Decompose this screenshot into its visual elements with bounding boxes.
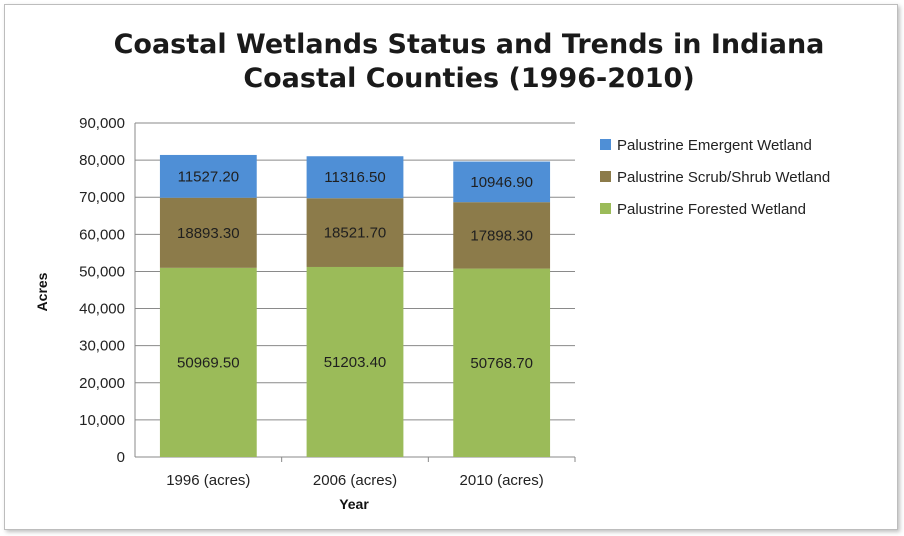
bar-segment <box>306 198 404 267</box>
legend: Palustrine Emergent Wetland Palustrine Sc… <box>600 137 830 218</box>
y-tick-label: 50,000 <box>79 263 125 280</box>
data-label: 10946.90 <box>470 174 533 191</box>
y-axis-title: Acres <box>34 272 50 311</box>
data-label: 50768.70 <box>470 355 533 372</box>
bar-segment <box>306 156 404 199</box>
x-tick-label: 2010 (acres) <box>460 472 544 489</box>
data-label: 11527.20 <box>178 168 239 185</box>
legend-entry: Palustrine Scrub/Shrub Wetland <box>617 169 830 186</box>
bar-segment <box>453 161 551 203</box>
y-tick-label: 60,000 <box>79 226 125 243</box>
y-tick-label: 70,000 <box>79 189 125 206</box>
chart-frame: Coastal Wetlands Status and Trends in In… <box>4 4 898 530</box>
bar-segment <box>159 154 257 198</box>
y-tick-label: 20,000 <box>79 375 125 392</box>
x-tick-label: 1996 (acres) <box>166 472 250 489</box>
axes: 0 10,000 20,000 30,000 40,000 50,000 60,000 70,… <box>79 115 576 489</box>
y-tick-label: 30,000 <box>79 338 125 355</box>
x-tick-label: 2006 (acres) <box>313 472 397 489</box>
y-tick-label: 0 <box>117 449 125 466</box>
bar-segment <box>306 266 404 457</box>
bar-segment <box>453 268 551 457</box>
x-axis-title: Year <box>339 496 369 512</box>
legend-swatch <box>600 171 611 182</box>
chart-title-line-2: Coastal Counties (1996-2010) <box>243 63 694 94</box>
bar-segment <box>453 202 551 269</box>
data-label: 18893.30 <box>177 225 240 242</box>
data-labels: 50969.50 18893.30 11527.20 51203.40 18521.70… <box>177 168 533 371</box>
data-label: 51203.40 <box>324 354 387 371</box>
data-label: 50969.50 <box>177 354 240 371</box>
bar-segment <box>159 267 257 457</box>
legend-entry: Palustrine Emergent Wetland <box>617 137 812 154</box>
data-label: 18521.70 <box>324 225 387 242</box>
legend-entry: Palustrine Forested Wetland <box>617 201 806 218</box>
bar-segment <box>159 197 257 268</box>
chart-title-line-1: Coastal Wetlands Status and Trends in In… <box>114 29 825 60</box>
y-tick-label: 10,000 <box>79 412 125 429</box>
chart: Coastal Wetlands Status and Trends in In… <box>34 29 830 512</box>
y-tick-label: 40,000 <box>79 301 125 318</box>
data-label: 17898.30 <box>470 227 533 244</box>
data-label: 11316.50 <box>324 169 385 186</box>
bars <box>159 154 551 457</box>
legend-swatch <box>600 203 611 214</box>
y-tick-label: 80,000 <box>79 152 125 169</box>
legend-swatch <box>600 139 611 150</box>
y-tick-label: 90,000 <box>79 115 125 132</box>
